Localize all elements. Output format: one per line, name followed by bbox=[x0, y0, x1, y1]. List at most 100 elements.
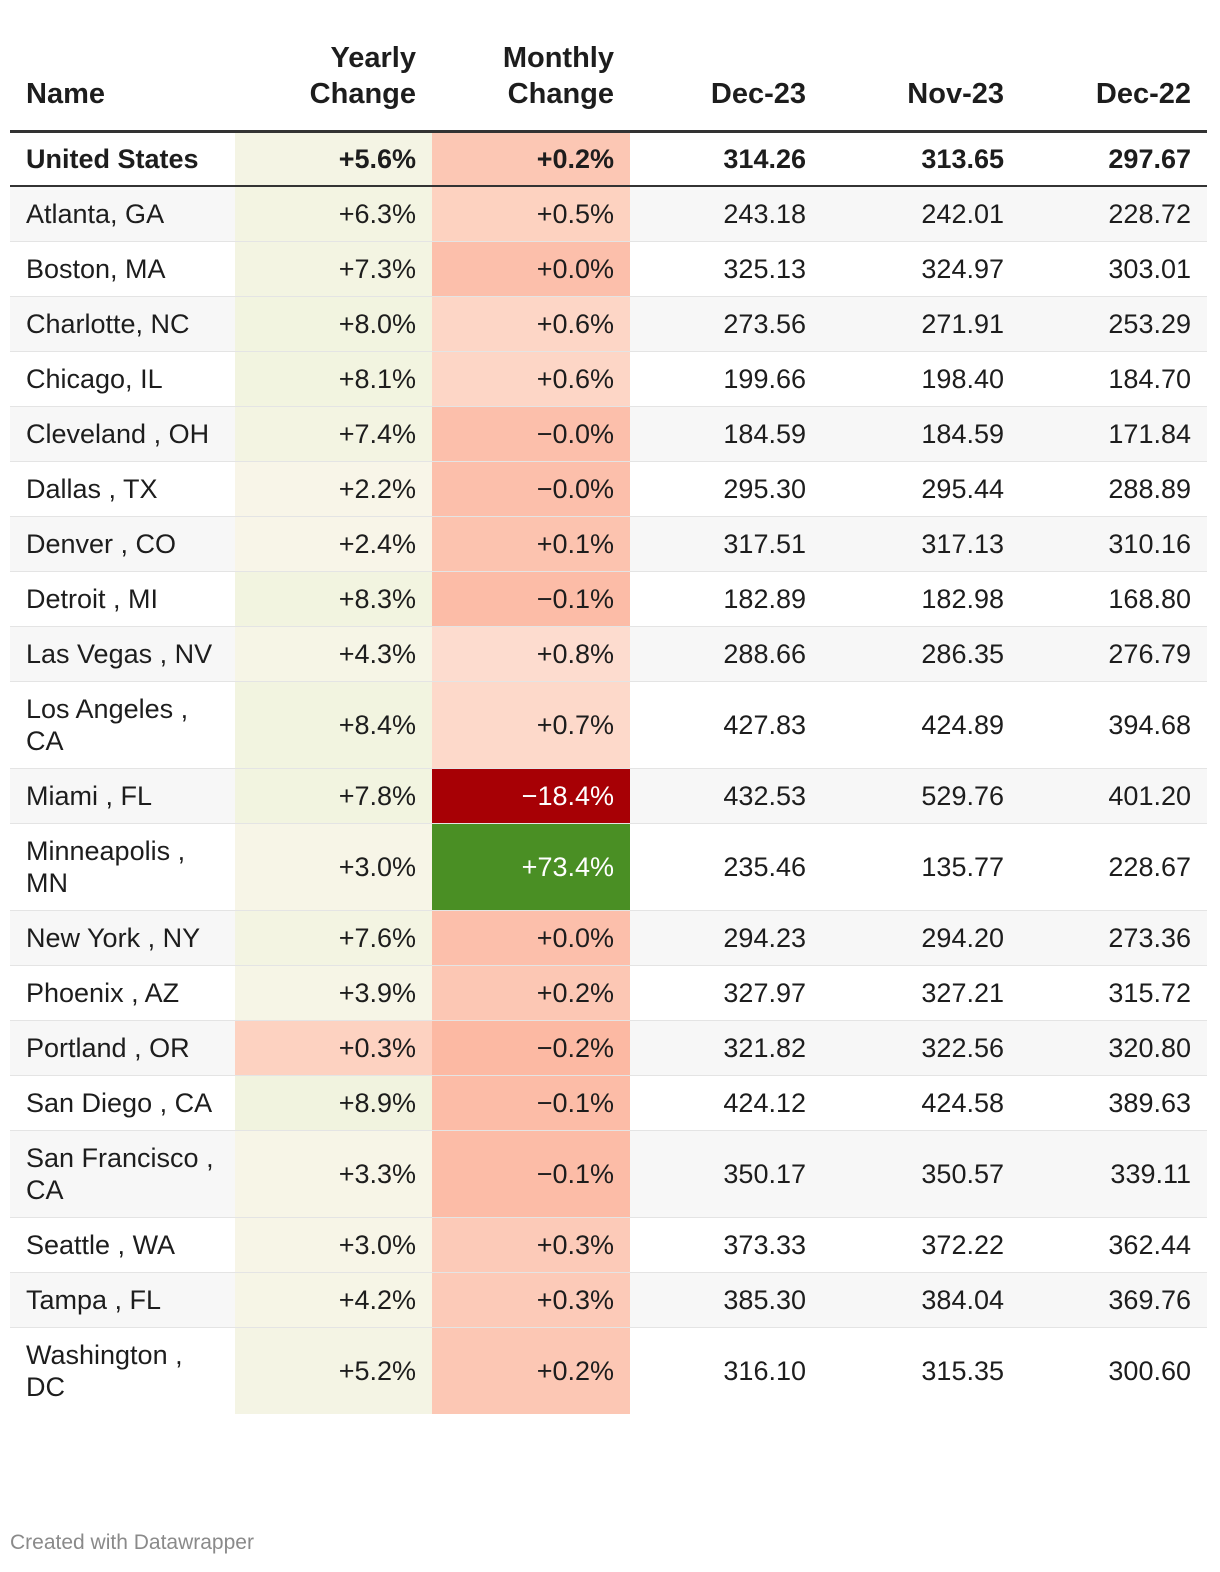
cell-dec-23: 327.97 bbox=[630, 965, 822, 1021]
cell-nov-23: 135.77 bbox=[822, 823, 1020, 911]
cell-monthly-change: +0.5% bbox=[432, 186, 630, 242]
cell-nov-23: 184.59 bbox=[822, 406, 1020, 462]
header-name[interactable]: Name bbox=[10, 40, 235, 133]
cell-name: Las Vegas , NV bbox=[10, 626, 235, 682]
cell-nov-23: 198.40 bbox=[822, 351, 1020, 407]
cell-dec-22: 228.72 bbox=[1020, 186, 1207, 242]
table-body: United States +5.6% +0.2% 314.26 313.65 … bbox=[10, 131, 1207, 1414]
cell-dec-23: 184.59 bbox=[630, 406, 822, 462]
cell-monthly-change: −0.1% bbox=[432, 1130, 630, 1218]
cell-yearly-change: +6.3% bbox=[235, 186, 432, 242]
cell-dec-22: 228.67 bbox=[1020, 823, 1207, 911]
cell-name: Phoenix , AZ bbox=[10, 965, 235, 1021]
table-row: Los Angeles , CA +8.4% +0.7% 427.83 424.89 39… bbox=[10, 681, 1207, 769]
cell-dec-22: 300.60 bbox=[1108, 1356, 1191, 1386]
cell-dec-22: 184.70 bbox=[1020, 351, 1207, 407]
cell-yearly-change: +7.6% bbox=[235, 910, 432, 966]
cell-name: San Diego , CA bbox=[10, 1075, 235, 1131]
table-row: Miami , FL +7.8% −18.4% 432.53 529.76 401.20 bbox=[10, 768, 1207, 824]
cell-monthly-change: +73.4% bbox=[432, 823, 630, 911]
cell-dec-23: 350.17 bbox=[630, 1130, 822, 1218]
cell-yearly-change: +8.1% bbox=[235, 351, 432, 407]
cell-dec-23: 294.23 bbox=[630, 910, 822, 966]
cell-nov-23: 384.04 bbox=[822, 1272, 1020, 1328]
cell-dec-23: 182.89 bbox=[630, 571, 822, 627]
cell-dec-23: 199.66 bbox=[630, 351, 822, 407]
cell-dec-22: 288.89 bbox=[1020, 461, 1207, 517]
cell-nov-23: 295.44 bbox=[822, 461, 1020, 517]
table-row: Tampa , FL +4.2% +0.3% 385.30 384.04 369.76 bbox=[10, 1272, 1207, 1328]
cell-dec-22: 315.72 bbox=[1020, 965, 1207, 1021]
cell-yearly-change: +7.8% bbox=[235, 768, 432, 824]
cell-dec-22: 362.44 bbox=[1020, 1217, 1207, 1273]
cell-dec-22: 339.11 bbox=[1020, 1130, 1207, 1218]
cell-name: Washington , DC bbox=[26, 1340, 183, 1402]
cell-dec-22: 303.01 bbox=[1020, 241, 1207, 297]
cell-nov-23: 182.98 bbox=[822, 571, 1020, 627]
table-row: San Francisco , CA +3.3% −0.1% 350.17 350.57… bbox=[10, 1130, 1207, 1218]
cell-nov-23: 242.01 bbox=[822, 186, 1020, 242]
header-nov-23[interactable]: Nov-23 bbox=[822, 40, 1020, 133]
cell-dec-23: 325.13 bbox=[630, 241, 822, 297]
cell-monthly-change: +0.6% bbox=[432, 351, 630, 407]
cell-nov-23: 327.21 bbox=[822, 965, 1020, 1021]
cell-name: Tampa , FL bbox=[10, 1272, 235, 1328]
cell-yearly-change: +2.2% bbox=[235, 461, 432, 517]
cell-monthly-change: +0.0% bbox=[432, 241, 630, 297]
header-dec-23[interactable]: Dec-23 bbox=[630, 40, 822, 133]
cell-monthly-change: +0.6% bbox=[432, 296, 630, 352]
table-row: Detroit , MI +8.3% −0.1% 182.89 182.98 168.80 bbox=[10, 571, 1207, 627]
cell-nov-23: 271.91 bbox=[822, 296, 1020, 352]
cell-monthly-change: −0.1% bbox=[432, 571, 630, 627]
cell-monthly-change: −0.0% bbox=[432, 461, 630, 517]
cell-dec-23: 432.53 bbox=[630, 768, 822, 824]
cell-dec-22: 171.84 bbox=[1020, 406, 1207, 462]
cell-nov-23: 315.35 bbox=[921, 1356, 1004, 1386]
cell-nov-23: 294.20 bbox=[822, 910, 1020, 966]
cell-yearly-change: +4.2% bbox=[235, 1272, 432, 1328]
table-row: Portland , OR +0.3% −0.2% 321.82 322.56 320.8… bbox=[10, 1020, 1207, 1076]
cell-yearly-change: +7.3% bbox=[235, 241, 432, 297]
cell-nov-23: 286.35 bbox=[822, 626, 1020, 682]
cell-yearly-change: +8.3% bbox=[235, 571, 432, 627]
table-row: Phoenix , AZ +3.9% +0.2% 327.97 327.21 315.72 bbox=[10, 965, 1207, 1021]
table-row-highlight: United States +5.6% +0.2% 314.26 313.65 … bbox=[10, 131, 1207, 187]
cell-name: San Francisco , CA bbox=[10, 1130, 235, 1218]
cell-dec-23: 243.18 bbox=[630, 186, 822, 242]
cell-dec-22: 297.67 bbox=[1020, 131, 1207, 187]
header-dec-22[interactable]: Dec-22 bbox=[1020, 40, 1207, 133]
table-row: Chicago, IL +8.1% +0.6% 199.66 198.40 184.70 bbox=[10, 351, 1207, 407]
cell-monthly-change: +0.1% bbox=[432, 516, 630, 572]
cell-yearly-change: +3.0% bbox=[235, 823, 432, 911]
cell-dec-22: 394.68 bbox=[1020, 681, 1207, 769]
table-row: Washington , DC +5.2% +0.2% 316.10 315.35 300… bbox=[10, 1327, 1207, 1414]
cell-nov-23: 317.13 bbox=[822, 516, 1020, 572]
cell-monthly-change: −0.0% bbox=[432, 406, 630, 462]
cell-dec-23: 235.46 bbox=[630, 823, 822, 911]
cell-monthly-change: +0.7% bbox=[432, 681, 630, 769]
cell-name: Denver , CO bbox=[10, 516, 235, 572]
cell-monthly-change: +0.3% bbox=[432, 1272, 630, 1328]
cell-monthly-change: +0.2% bbox=[432, 1327, 630, 1414]
table-row: Seattle , WA +3.0% +0.3% 373.33 372.22 362.44 bbox=[10, 1217, 1207, 1273]
cell-monthly-change: −0.1% bbox=[432, 1075, 630, 1131]
cell-dec-23: 385.30 bbox=[630, 1272, 822, 1328]
datawrapper-credit[interactable]: Created with Datawrapper bbox=[10, 1531, 254, 1554]
cell-name: United States bbox=[10, 131, 235, 187]
cell-name: Atlanta, GA bbox=[10, 186, 235, 242]
cell-dec-22: 168.80 bbox=[1020, 571, 1207, 627]
cell-nov-23: 424.89 bbox=[822, 681, 1020, 769]
header-monthly-change[interactable]: Monthly Change bbox=[432, 40, 630, 133]
table-row: Dallas , TX +2.2% −0.0% 295.30 295.44 288.89 bbox=[10, 461, 1207, 517]
cell-dec-23: 288.66 bbox=[630, 626, 822, 682]
cell-dec-23: 314.26 bbox=[630, 131, 822, 187]
cell-nov-23: 424.58 bbox=[822, 1075, 1020, 1131]
cell-yearly-change: +0.3% bbox=[235, 1020, 432, 1076]
cell-name: Detroit , MI bbox=[10, 571, 235, 627]
cell-monthly-change: +0.2% bbox=[432, 131, 630, 187]
cell-name: Seattle , WA bbox=[10, 1217, 235, 1273]
cell-dec-23: 427.83 bbox=[630, 681, 822, 769]
data-table-wrapper: Name Yearly Change Monthly Change Dec-23… bbox=[10, 40, 1207, 1414]
cell-nov-23: 529.76 bbox=[822, 768, 1020, 824]
header-yearly-change[interactable]: Yearly Change bbox=[235, 40, 432, 133]
